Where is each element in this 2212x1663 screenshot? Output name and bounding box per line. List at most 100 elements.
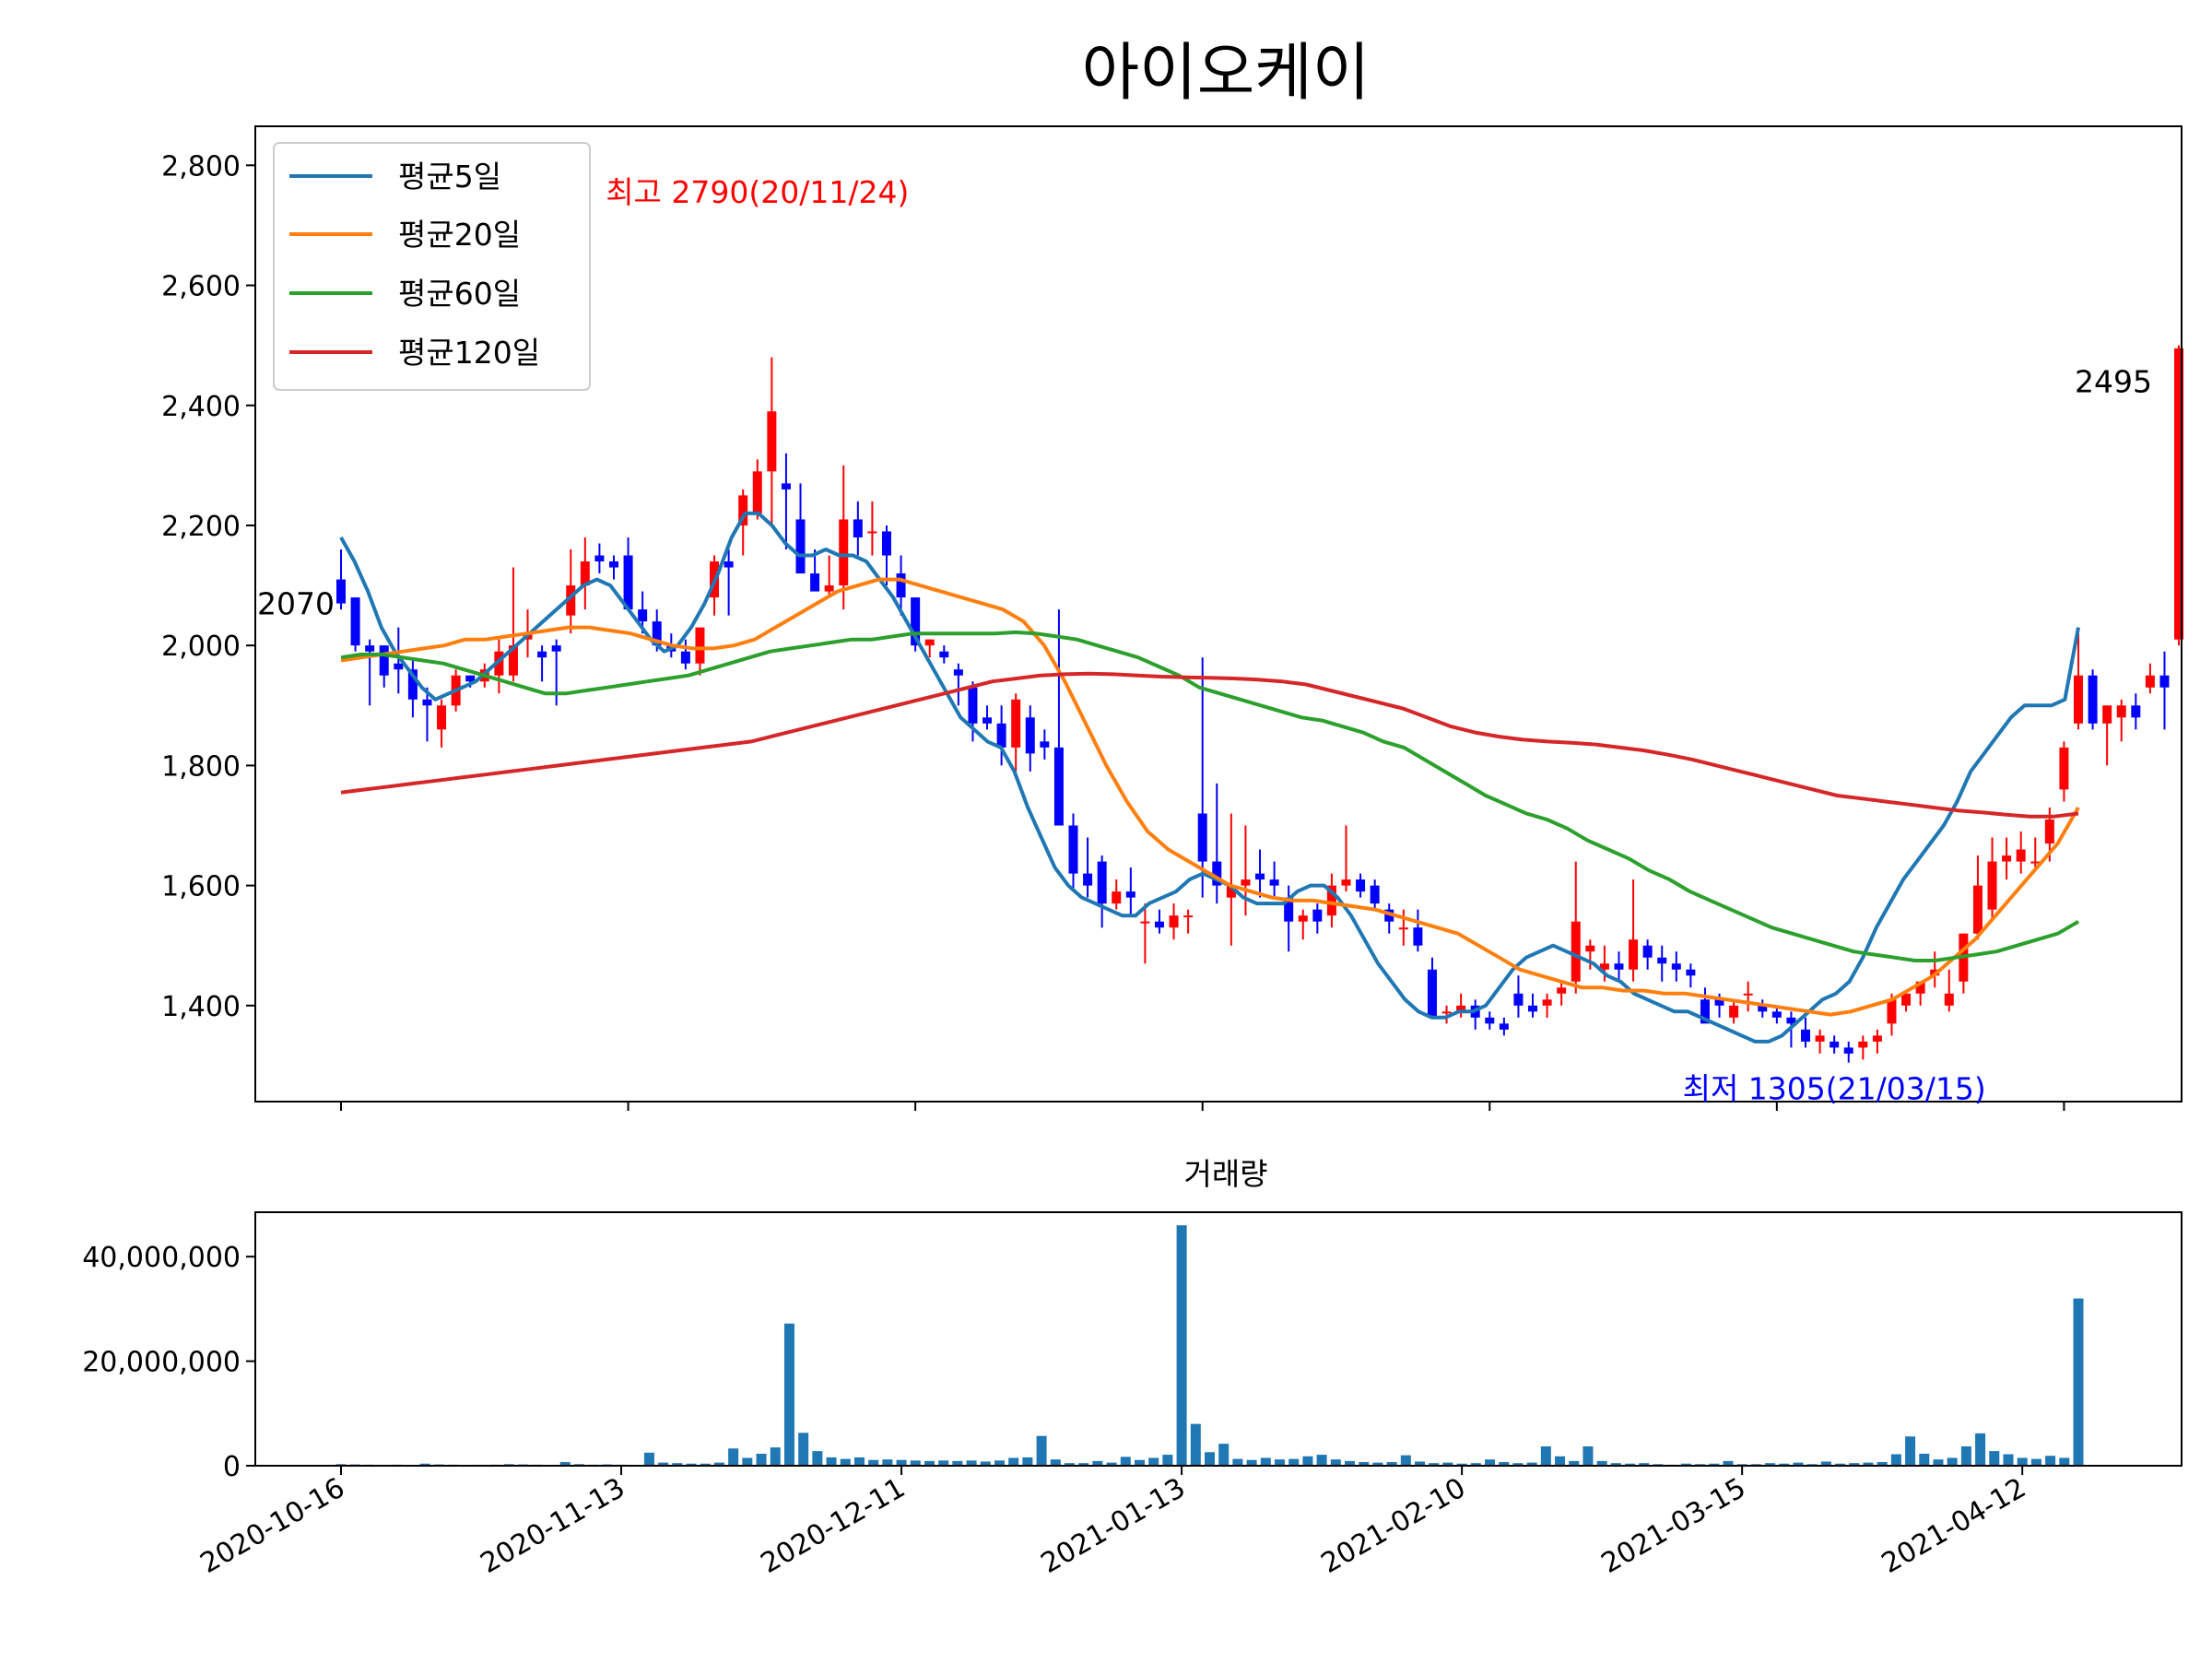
- candle: [881, 525, 891, 586]
- candle-body: [1843, 1047, 1853, 1054]
- candle: [1040, 729, 1050, 760]
- volume-bar: [770, 1447, 781, 1466]
- volume-bar: [1820, 1461, 1831, 1466]
- volume-bar: [1288, 1458, 1300, 1466]
- price-x-ticks: [340, 1102, 2065, 1111]
- volume-bar: [1275, 1459, 1286, 1466]
- candle-body: [1083, 873, 1093, 886]
- candle-body: [566, 585, 576, 616]
- volume-bar: [1905, 1436, 1916, 1466]
- legend-label: 평균20일: [398, 217, 521, 253]
- volume-bar: [1723, 1460, 1734, 1466]
- volume-bar: [1499, 1462, 1510, 1466]
- candle: [508, 567, 518, 682]
- volume-bar: [1596, 1460, 1607, 1466]
- candle-body: [2145, 675, 2155, 688]
- candle: [2016, 832, 2026, 874]
- volume-bar: [868, 1459, 879, 1466]
- volume-bar: [419, 1463, 430, 1466]
- volume-bar: [672, 1463, 683, 1466]
- candle: [1255, 849, 1265, 898]
- candle: [1901, 993, 1912, 1012]
- volume-bar: [980, 1461, 991, 1466]
- candle: [1226, 813, 1236, 946]
- candle: [1499, 1017, 1509, 1036]
- volume-bar: [1260, 1457, 1271, 1466]
- ma-line: [339, 511, 2080, 1044]
- candle-body: [2002, 855, 2012, 862]
- candle: [824, 555, 834, 598]
- volume-bar: [1050, 1459, 1061, 1466]
- candle-body: [2074, 675, 2083, 724]
- candle-body: [2159, 675, 2170, 688]
- candle-body: [1944, 993, 1954, 1006]
- volume-plot-frame: [254, 1211, 2183, 1467]
- candle-body: [1226, 885, 1236, 898]
- candle: [752, 459, 762, 520]
- volume-bar: [1429, 1463, 1440, 1466]
- volume-bar: [1008, 1457, 1019, 1466]
- candle-body: [1427, 969, 1437, 1018]
- candle: [680, 639, 690, 670]
- candle-body: [1169, 915, 1179, 928]
- legend-entry: 평균5일: [289, 159, 501, 195]
- candle-body: [1671, 963, 1681, 970]
- volume-bar: [910, 1460, 921, 1466]
- volume-y-tick-label: 20,000,000: [82, 1347, 241, 1379]
- volume-bar: [783, 1323, 794, 1466]
- candle: [1585, 939, 1595, 970]
- volume-bar: [882, 1459, 893, 1466]
- candle-body: [1485, 1017, 1495, 1024]
- candle: [1657, 945, 1667, 982]
- candle-body: [1830, 1041, 1840, 1048]
- candle-body: [1499, 1023, 1509, 1030]
- candle: [1413, 909, 1423, 952]
- candle: [724, 549, 734, 616]
- candle-body: [336, 579, 346, 604]
- candle: [608, 555, 618, 580]
- volume-bar: [966, 1460, 977, 1466]
- volume-y-tick-label: 0: [223, 1451, 241, 1483]
- candle: [953, 663, 963, 706]
- candle: [2030, 837, 2041, 868]
- volume-bar: [1919, 1453, 1930, 1466]
- volume-bar: [1442, 1462, 1453, 1466]
- volume-bar: [1709, 1463, 1720, 1466]
- candle-body: [1771, 1011, 1782, 1018]
- volume-bar: [1120, 1457, 1131, 1466]
- candle: [1154, 909, 1164, 934]
- volume-bar: [952, 1460, 963, 1466]
- candle-body: [1599, 963, 1609, 970]
- candle-body: [1513, 993, 1524, 1006]
- candle: [2002, 837, 2012, 880]
- candle: [1858, 1035, 1868, 1060]
- candle: [1801, 1017, 1811, 1048]
- volume-bar: [2017, 1457, 2028, 1466]
- y-tick-label: 2,000: [161, 631, 241, 663]
- candle-body: [968, 687, 978, 724]
- candle: [566, 549, 576, 634]
- volume-bar: [1036, 1435, 1047, 1466]
- candle: [1614, 951, 1624, 982]
- candle-body: [1901, 993, 1912, 1006]
- candle: [2102, 705, 2112, 766]
- candle: [781, 453, 791, 550]
- price-panel: 1,400 1,600 1,800 2,000 2,200 2,400 2,600 2,800…: [161, 125, 2184, 1111]
- candle: [1298, 909, 1308, 940]
- volume-bar: [1610, 1463, 1621, 1466]
- candle: [2116, 699, 2126, 742]
- candle: [996, 705, 1006, 766]
- candle: [1183, 909, 1194, 934]
- candle: [1642, 939, 1653, 970]
- candle: [594, 543, 605, 574]
- ma-line: [340, 577, 2080, 1017]
- low-annotation: 최저 1305(21/03/15): [1683, 1071, 1986, 1107]
- candle: [494, 639, 504, 694]
- legend-label: 평균120일: [398, 335, 540, 371]
- candle-body: [695, 627, 705, 664]
- candle-body: [1269, 879, 1279, 886]
- volume-bar: [840, 1458, 851, 1466]
- legend-label: 평균60일: [398, 276, 521, 312]
- volume-bar: [1078, 1463, 1089, 1466]
- volume-bar: [1134, 1459, 1145, 1466]
